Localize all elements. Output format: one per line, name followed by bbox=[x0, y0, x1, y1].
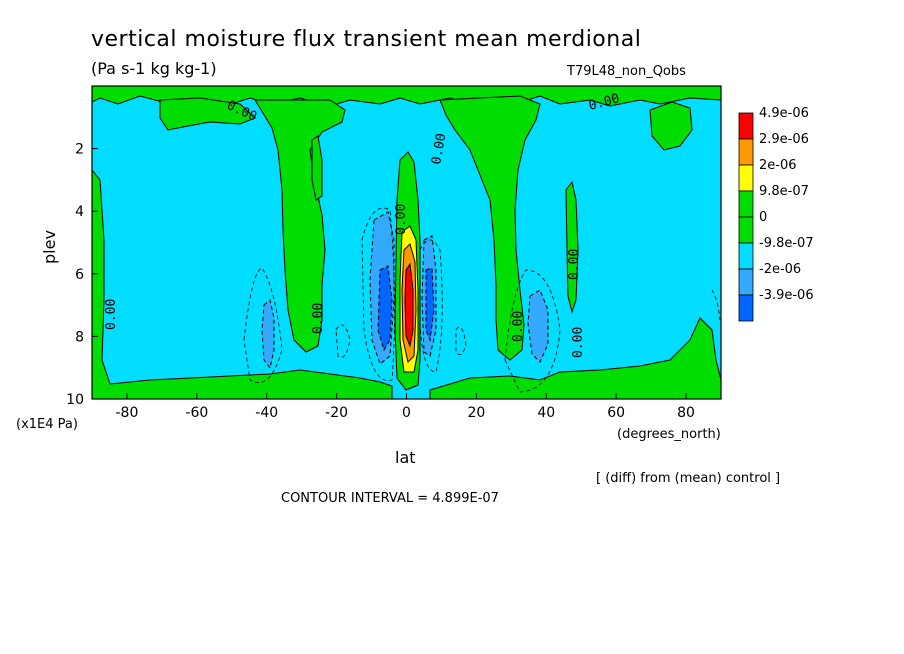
diff-note: [ (diff) from (mean) control ] bbox=[596, 471, 780, 486]
contour-label-4: 0.00 bbox=[104, 299, 119, 330]
contour-label-2: 0.00 bbox=[429, 132, 449, 165]
y-tick-label: 4 bbox=[75, 204, 84, 220]
colorbar-swatch bbox=[738, 242, 754, 270]
contour-label-8: 0.00 bbox=[571, 327, 586, 358]
x-tick-label: -40 bbox=[255, 405, 278, 421]
y-tick-label: 10 bbox=[66, 392, 84, 408]
colorbar-label: 9.8e-07 bbox=[759, 184, 809, 199]
colorbar-label: -3.9e-06 bbox=[759, 288, 814, 303]
field-green-n30 bbox=[439, 95, 541, 361]
x-axis-ticks: -80 -60 -40 -20 0 20 40 60 80 bbox=[116, 393, 695, 421]
y-tick-label: 6 bbox=[75, 267, 84, 283]
field-green-nw bbox=[159, 97, 256, 131]
contour-label-5: 0.00 bbox=[311, 303, 326, 334]
contour-label-7: 0.00 bbox=[567, 249, 582, 280]
field-green-ne bbox=[649, 101, 693, 151]
y-axis-ticks: 2 4 6 8 10 bbox=[66, 142, 98, 408]
x-axis-units: (degrees_north) bbox=[617, 427, 721, 442]
experiment-label: T79L48_non_Qobs bbox=[566, 64, 686, 79]
field-positive-max bbox=[404, 262, 414, 348]
colorbar-swatch bbox=[738, 164, 754, 192]
field-green-s30 bbox=[254, 99, 346, 353]
colorbar-swatch bbox=[738, 268, 754, 296]
x-tick-label: -20 bbox=[325, 405, 348, 421]
field-green-n48 bbox=[565, 180, 579, 314]
y-axis-units: (x1E4 Pa) bbox=[16, 417, 78, 432]
x-axis-label: lat bbox=[395, 448, 416, 467]
colorbar-label: -9.8e-07 bbox=[759, 236, 814, 251]
colorbar-swatch bbox=[738, 190, 754, 218]
x-tick-label: 60 bbox=[607, 405, 625, 421]
x-tick-label: 0 bbox=[402, 405, 411, 421]
colorbar: 4.9e-06 2.9e-06 2e-06 9.8e-07 0 -9.8e-07 -2e-0… bbox=[738, 106, 814, 322]
y-tick-label: 2 bbox=[75, 142, 84, 158]
field-green-se bbox=[429, 317, 721, 399]
chart-title: vertical moisture flux transient mean me… bbox=[91, 27, 641, 52]
contour-interval: CONTOUR INTERVAL = 4.899E-07 bbox=[281, 491, 499, 506]
contour-label-3: 0.00 bbox=[394, 204, 409, 235]
colorbar-label: -2e-06 bbox=[759, 262, 801, 277]
colorbar-swatch bbox=[738, 216, 754, 244]
units-label: (Pa s-1 kg kg-1) bbox=[91, 59, 217, 78]
colorbar-swatch bbox=[738, 294, 754, 322]
plot-area: 0.00 0.00 0.00 0.00 0.00 0.00 0.00 0.00 … bbox=[92, 86, 721, 399]
x-tick-label: 20 bbox=[467, 405, 485, 421]
colorbar-swatch bbox=[738, 138, 754, 166]
colorbar-label: 4.9e-06 bbox=[759, 106, 809, 121]
colorbar-label: 2e-06 bbox=[759, 158, 797, 173]
colorbar-label: 2.9e-06 bbox=[759, 132, 809, 147]
x-tick-label: 40 bbox=[537, 405, 555, 421]
y-axis-label: plev bbox=[40, 230, 59, 264]
contour-label-6: 0.00 bbox=[511, 311, 526, 342]
x-tick-label: -80 bbox=[116, 405, 139, 421]
field-green-sw bbox=[92, 169, 393, 399]
y-tick-label: 8 bbox=[75, 329, 84, 345]
field-green-s50 bbox=[311, 135, 323, 201]
field-dashed-contours bbox=[243, 207, 721, 393]
x-tick-label: 80 bbox=[677, 405, 695, 421]
x-tick-label: -60 bbox=[185, 405, 208, 421]
colorbar-swatch bbox=[738, 112, 754, 140]
field-negative-cores bbox=[377, 265, 435, 352]
colorbar-label: 0 bbox=[759, 210, 767, 225]
